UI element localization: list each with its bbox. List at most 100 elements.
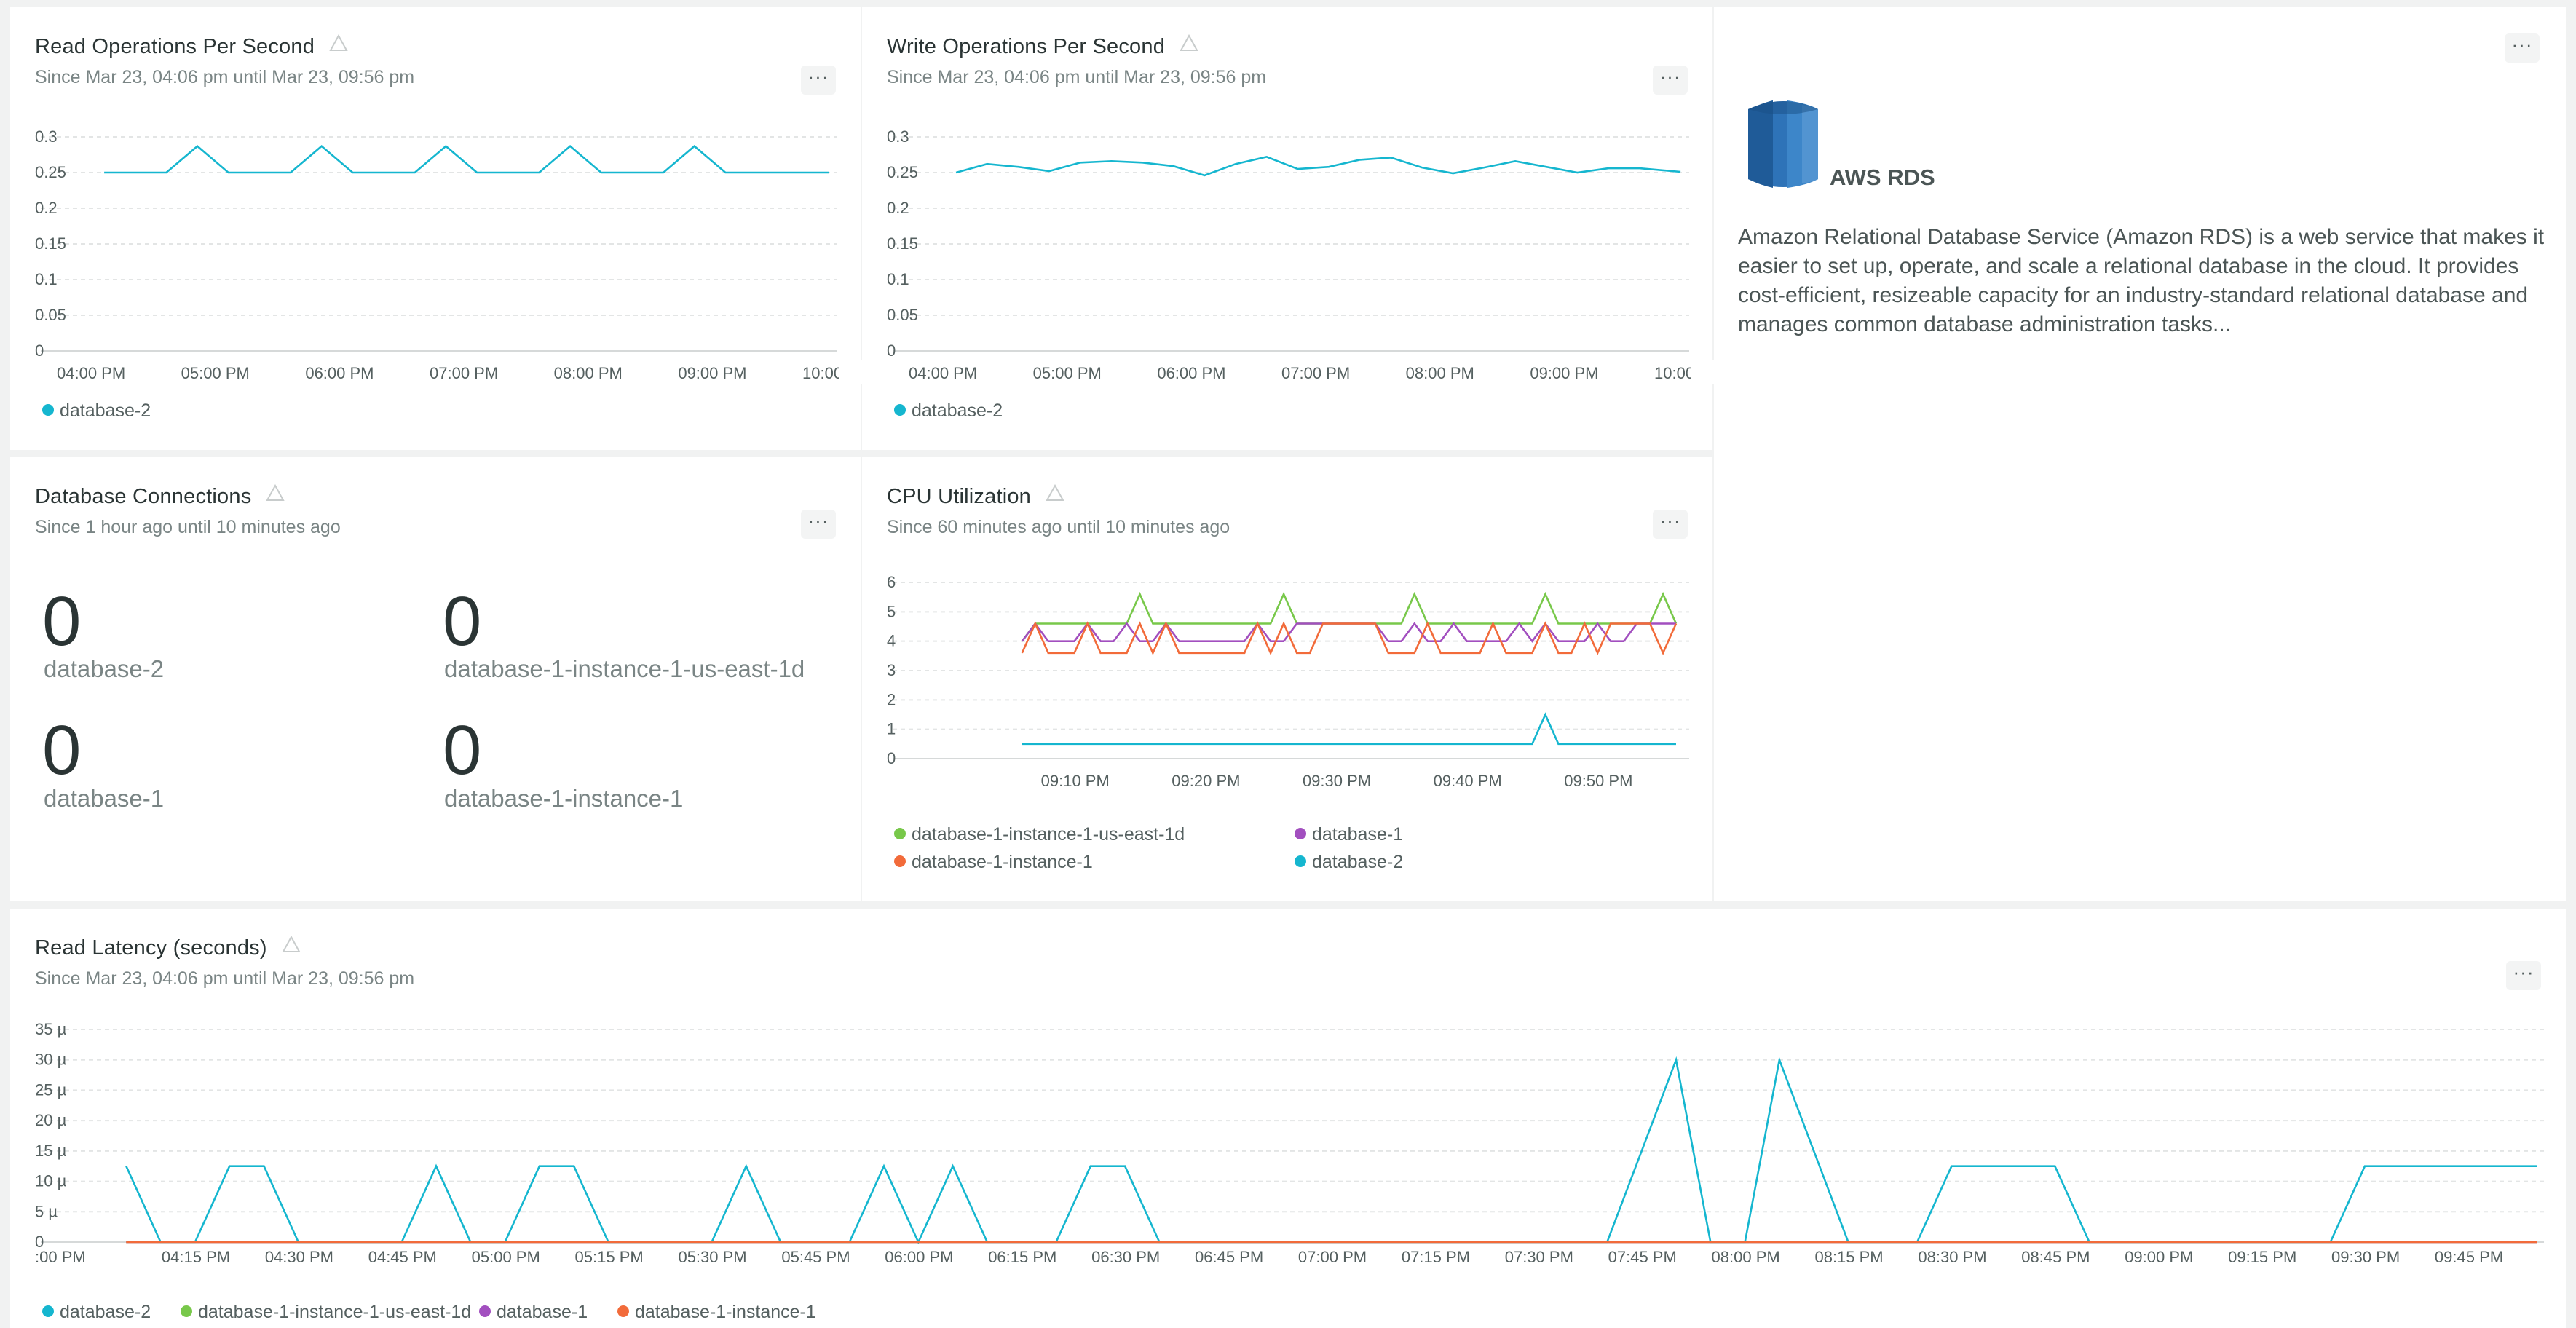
x-tick-label: 04:45 PM (368, 1248, 437, 1266)
x-tick-label: 09:00 PM (678, 364, 746, 382)
legend-dot (42, 1305, 54, 1317)
warning-icon[interactable] (266, 483, 285, 507)
series-line-database-1-instance-1-us-east-1d[interactable] (1021, 591, 1678, 642)
series-line-database-2[interactable] (1022, 712, 1676, 746)
x-tick-label: 04:00 PM (57, 364, 125, 382)
x-tick-label: 04:15 PM (162, 1248, 230, 1266)
y-tick-label: 0.25 (887, 163, 918, 181)
x-tick-label: 06:45 PM (1195, 1248, 1263, 1266)
warning-icon[interactable] (1046, 483, 1064, 507)
x-tick-label: 08:15 PM (1814, 1248, 1883, 1266)
billboard-value: 0 (42, 582, 82, 660)
legend-label: database-1-instance-1-us-east-1d (198, 1302, 472, 1322)
warning-icon[interactable] (1180, 33, 1198, 58)
more-options-button[interactable]: ··· (801, 510, 836, 539)
y-tick-label: 0 (887, 341, 896, 360)
more-options-button[interactable]: ··· (2505, 33, 2540, 63)
x-tick-label: 08:00 PM (554, 364, 623, 382)
more-options-button[interactable]: ··· (2506, 961, 2541, 990)
y-tick-label: 0 (35, 341, 44, 360)
y-tick-label: 0.05 (35, 306, 66, 324)
panel-subtitle: Since 60 minutes ago until 10 minutes ag… (887, 517, 1230, 537)
legend-item[interactable]: database-1-instance-1 (894, 852, 1093, 873)
y-tick-label: 4 (887, 632, 896, 650)
legend-item[interactable]: database-2 (894, 400, 1003, 422)
x-tick-label: 09:10 PM (1041, 772, 1110, 790)
x-tick-label: 05:00 PM (1033, 364, 1102, 382)
x-tick-label: 09:40 PM (1434, 772, 1502, 790)
service-description: Amazon Relational Database Service (Amaz… (1738, 225, 2545, 336)
series-line-database-2[interactable] (955, 156, 1681, 177)
legend-label: database-1 (1312, 824, 1404, 845)
legend-dot (1295, 828, 1306, 839)
legend-item[interactable]: database-1-instance-1-us-east-1d (894, 824, 1185, 845)
y-tick-label: 0.2 (887, 199, 909, 217)
write-ops-panel: Write Operations Per Second Since Mar 23… (862, 7, 1723, 450)
legend-label: database-1-instance-1 (912, 852, 1093, 872)
x-tick-label: 07:45 PM (1608, 1248, 1677, 1266)
y-tick-label: 5 µ (35, 1202, 58, 1220)
x-tick-label: 07:00 PM (1298, 1248, 1367, 1266)
x-tick-label: 07:00 PM (1281, 364, 1350, 382)
y-tick-label: 25 µ (35, 1080, 67, 1099)
y-tick-label: 0.15 (887, 234, 918, 253)
series-line-database-2[interactable] (104, 144, 829, 174)
service-name: AWS RDS (1830, 165, 1935, 190)
y-tick-label: 0.3 (887, 127, 909, 146)
x-tick-label: :00 PM (35, 1248, 86, 1266)
x-tick-label: 06:00 PM (885, 1248, 953, 1266)
panel-subtitle: Since Mar 23, 04:06 pm until Mar 23, 09:… (887, 67, 1267, 87)
x-tick-label: 05:30 PM (678, 1248, 746, 1266)
db-connections-panel: Database Connections Since 1 hour ago un… (10, 457, 861, 901)
y-tick-label: 1 (887, 720, 896, 738)
billboard-value: 0 (443, 582, 482, 660)
more-options-button[interactable]: ··· (801, 66, 836, 95)
x-tick-label: 06:30 PM (1091, 1248, 1160, 1266)
y-tick-label: 3 (887, 661, 896, 679)
y-tick-label: 35 µ (35, 1020, 67, 1038)
legend-item[interactable]: database-1 (1295, 824, 1403, 845)
legend-item[interactable]: database-2 (42, 1302, 151, 1323)
warning-icon[interactable] (329, 33, 348, 58)
panel-subtitle: Since Mar 23, 04:06 pm until Mar 23, 09:… (35, 67, 415, 87)
cpu-utilization-chart: 0 1 2 3 4 5 6 09:10 PM 09:20 PM 09:30 PM 09:40 PM 0… (887, 573, 1689, 790)
warning-icon[interactable] (282, 935, 301, 959)
more-options-button[interactable]: ··· (1653, 66, 1688, 95)
x-tick-label: 08:00 PM (1406, 364, 1474, 382)
legend-label: database-2 (912, 400, 1003, 421)
panel-subtitle: Since Mar 23, 04:06 pm until Mar 23, 09:… (35, 968, 415, 989)
read-ops-panel: Read Operations Per Second Since Mar 23,… (10, 7, 871, 450)
legend-item[interactable]: database-2 (1295, 852, 1403, 873)
y-tick-label: 15 µ (35, 1142, 67, 1160)
x-tick-label: 04:00 PM (909, 364, 977, 382)
legend-item[interactable]: database-1-instance-1-us-east-1d (181, 1302, 471, 1323)
y-tick-label: 0.25 (35, 163, 66, 181)
y-tick-label: 2 (887, 690, 896, 708)
y-tick-label: 0.1 (887, 270, 909, 288)
x-tick-label: 09:20 PM (1172, 772, 1240, 790)
more-options-button[interactable]: ··· (1653, 510, 1688, 539)
legend-label: database-2 (60, 400, 151, 421)
y-tick-label: 0.05 (887, 306, 918, 324)
x-tick-label: 06:00 PM (305, 364, 374, 382)
legend-item[interactable]: database-1-instance-1 (617, 1302, 816, 1323)
legend-dot (894, 404, 906, 416)
panel-title: Database Connections (35, 485, 252, 508)
x-tick-label: 09:15 PM (2228, 1248, 2296, 1266)
panel-title: CPU Utilization (887, 485, 1031, 508)
read-ops-chart: 0 0.05 0.1 0.15 0.2 0.25 0.3 04:00 PM 05:00 PM 06… (35, 127, 871, 384)
legend-label: database-1-instance-1-us-east-1d (912, 824, 1185, 845)
x-tick-label: 05:00 PM (472, 1248, 540, 1266)
series-line-database-1-instance-1[interactable] (1021, 621, 1678, 655)
x-tick-label: 09:30 PM (1303, 772, 1371, 790)
legend-label: database-1-instance-1 (635, 1302, 816, 1322)
legend-item[interactable]: database-2 (42, 400, 151, 422)
write-ops-chart: 0 0.05 0.1 0.15 0.2 0.25 0.3 04:00 PM 05:00 PM 06… (887, 127, 1723, 384)
x-tick-label: 08:00 PM (1712, 1248, 1780, 1266)
x-tick-label: 06:00 PM (1157, 364, 1225, 382)
y-tick-label: 30 µ (35, 1051, 67, 1069)
legend-item[interactable]: database-1 (479, 1302, 588, 1323)
x-tick-label: 04:30 PM (265, 1248, 333, 1266)
x-tick-label: 09:00 PM (1530, 364, 1598, 382)
